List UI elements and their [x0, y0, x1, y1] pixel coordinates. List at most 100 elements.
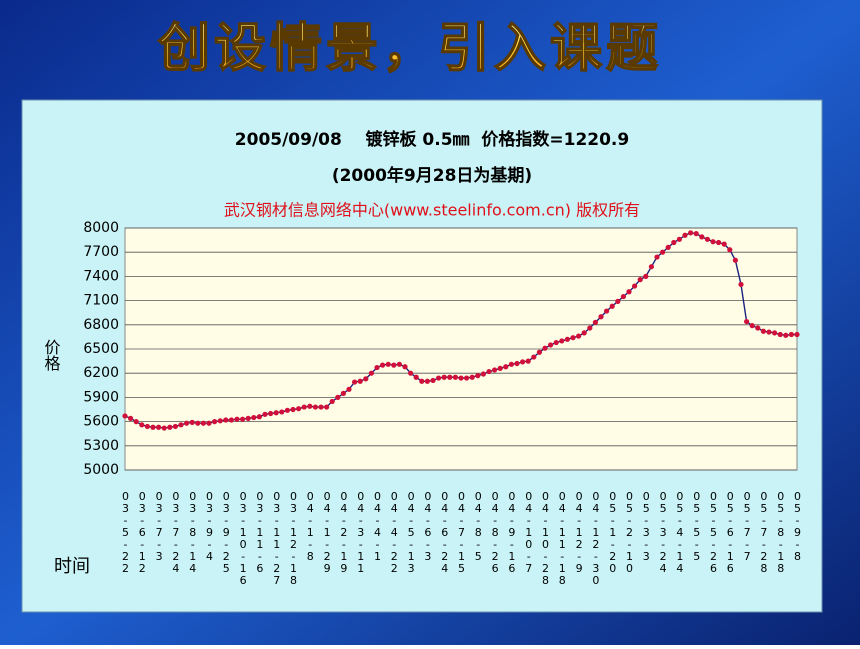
y-tick-label: 6500 — [83, 341, 119, 357]
y-tick-label: 8000 — [83, 220, 119, 236]
marker — [766, 329, 772, 335]
marker — [335, 394, 341, 400]
marker — [161, 425, 167, 431]
marker — [464, 375, 470, 381]
x-tick-label: 04-3-11 — [354, 490, 367, 574]
marker — [122, 413, 128, 419]
x-tick-label: 03-10-16 — [237, 490, 250, 586]
marker — [760, 328, 767, 334]
marker — [324, 404, 330, 410]
x-tick-label: 03-6-12 — [136, 490, 149, 574]
marker — [475, 373, 481, 379]
y-tick-label: 6800 — [83, 317, 119, 333]
marker — [228, 417, 234, 423]
marker — [699, 234, 705, 240]
marker — [312, 404, 318, 410]
marker — [676, 236, 683, 242]
marker — [363, 376, 369, 382]
marker — [480, 371, 486, 377]
x-tick-label: 05-5-26 — [707, 490, 720, 574]
marker — [424, 378, 430, 384]
marker — [508, 361, 514, 367]
marker — [654, 254, 660, 260]
marker — [318, 404, 324, 410]
marker — [609, 303, 615, 309]
x-tick-label: 04-10-28 — [539, 490, 552, 586]
marker — [772, 330, 778, 336]
marker — [688, 230, 694, 236]
marker — [156, 424, 162, 430]
marker — [340, 390, 346, 396]
x-tick-label: 03-7-3 — [153, 490, 166, 562]
marker — [514, 360, 520, 367]
marker — [452, 374, 458, 380]
x-tick-label: 04-1-29 — [321, 490, 334, 574]
x-axis-label: 时间 — [54, 556, 90, 577]
marker — [682, 232, 688, 238]
marker — [531, 354, 537, 360]
y-tick-label: 7400 — [83, 268, 119, 284]
marker — [296, 406, 302, 412]
marker — [620, 293, 627, 300]
marker — [671, 239, 677, 246]
marker — [301, 404, 307, 410]
x-tick-label: 03-5-22 — [119, 490, 132, 574]
marker — [396, 361, 402, 367]
x-tick-label: 03-7-24 — [169, 490, 182, 574]
marker — [212, 419, 218, 425]
marker — [744, 318, 750, 325]
x-tick-label: 05-4-14 — [673, 490, 686, 574]
marker — [368, 370, 374, 376]
marker — [268, 410, 274, 417]
marker — [665, 244, 671, 250]
marker — [503, 364, 509, 370]
y-axis-label: 价格 — [42, 339, 61, 371]
x-tick-label: 04-2-19 — [337, 490, 350, 574]
marker — [536, 349, 543, 355]
y-tick-label: 5900 — [83, 389, 119, 405]
x-tick-label: 05-7-28 — [757, 490, 770, 574]
marker — [732, 257, 739, 263]
marker — [520, 359, 526, 365]
marker — [727, 247, 733, 253]
x-tick-label: 03-9-4 — [203, 490, 216, 562]
marker — [447, 374, 453, 380]
marker — [206, 420, 212, 426]
marker — [564, 336, 571, 342]
x-tick-label: 03-12-18 — [287, 490, 300, 586]
x-tick-label: 04-1-8 — [304, 490, 317, 562]
x-tick-label: 05-3-3 — [640, 490, 653, 562]
x-tick-label: 03-8-14 — [186, 490, 199, 574]
marker — [256, 414, 262, 420]
marker — [755, 325, 761, 331]
marker — [721, 241, 727, 247]
marker — [441, 374, 447, 380]
marker — [581, 330, 587, 336]
marker — [200, 420, 206, 426]
marker — [788, 331, 795, 338]
marker — [402, 364, 408, 370]
y-tick-label: 7700 — [83, 244, 119, 260]
marker — [559, 338, 565, 344]
marker — [525, 358, 531, 364]
marker — [408, 370, 414, 376]
y-tick-label: 6200 — [83, 365, 119, 381]
x-tick-label: 03-11-6 — [253, 490, 266, 574]
marker — [749, 323, 755, 329]
marker — [357, 378, 363, 384]
x-tick-label: 04-8-26 — [489, 490, 502, 574]
y-tick-label: 5000 — [83, 462, 119, 478]
marker — [217, 418, 223, 424]
marker — [598, 314, 604, 320]
marker — [615, 298, 621, 305]
marker — [542, 345, 548, 351]
x-tick-label: 04-10-7 — [522, 490, 535, 574]
marker — [251, 414, 257, 421]
x-tick-label: 03-9-25 — [220, 490, 233, 574]
marker — [262, 411, 268, 417]
x-tick-label: 04-4-1 — [371, 490, 384, 562]
x-tick-label: 04-12-9 — [573, 490, 586, 574]
marker — [632, 283, 638, 289]
